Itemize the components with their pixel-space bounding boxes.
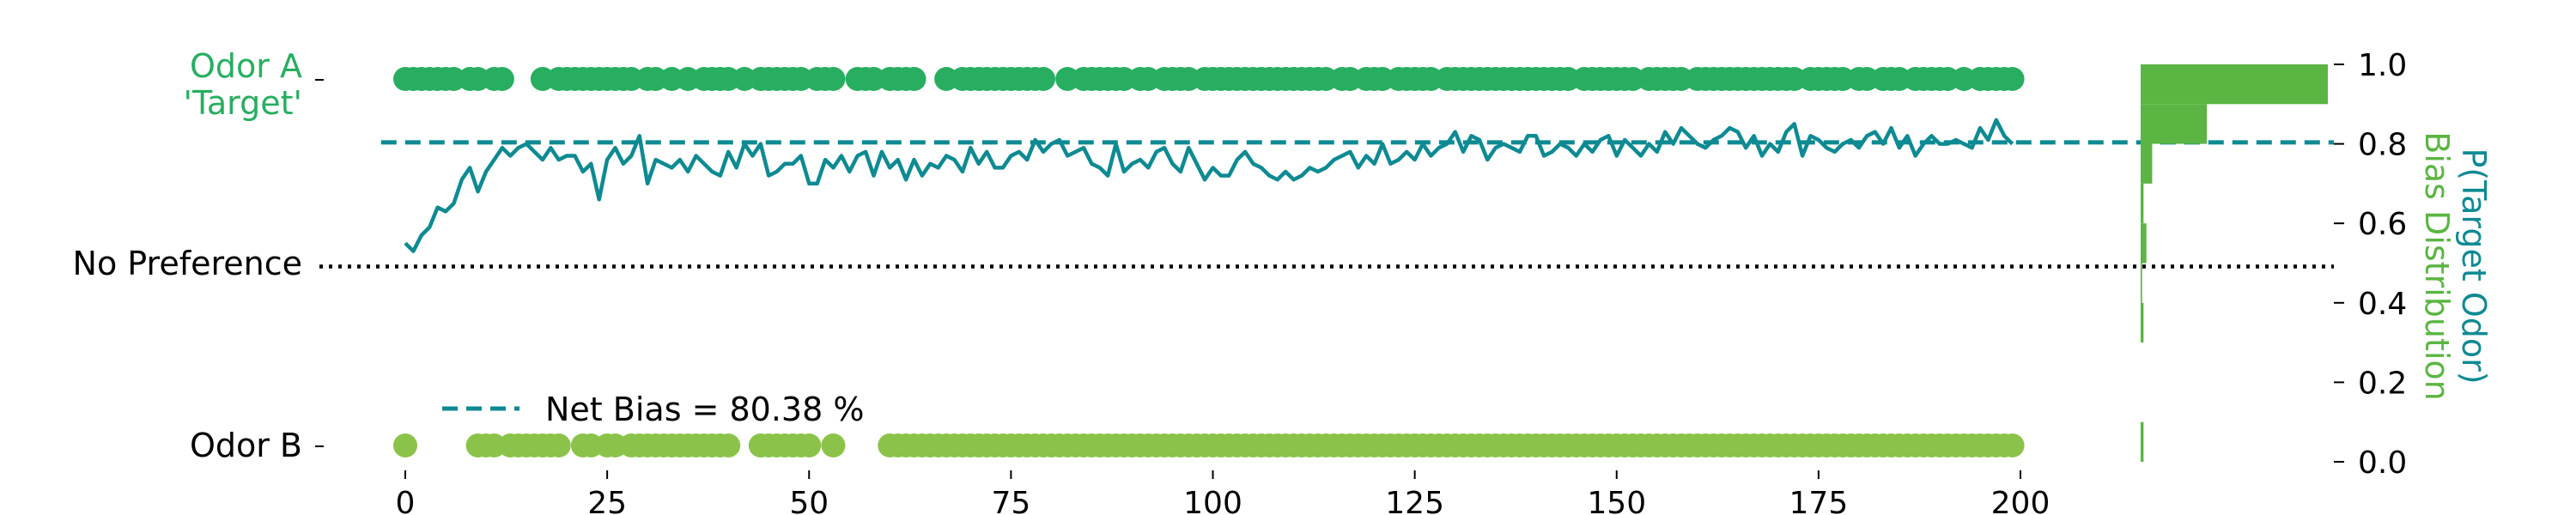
odor-b-trial-dot — [716, 433, 741, 457]
bias-histogram — [2141, 64, 2328, 462]
x-tick-label: 175 — [1789, 486, 1849, 515]
y-tick-label: 1.0 — [2358, 48, 2407, 83]
y-tick-label: 0.4 — [2358, 287, 2407, 322]
x-tick-label: 50 — [789, 486, 829, 515]
histogram-bar — [2141, 302, 2144, 343]
x-tick-label: 25 — [587, 486, 627, 515]
histogram-bar — [2141, 421, 2144, 462]
odor-a-trial-dot — [2000, 67, 2025, 91]
odor-a-trial-dot — [489, 67, 514, 91]
odor-a-trial-dot — [1030, 67, 1055, 91]
legend-net-bias: Net Bias = 80.38 % — [545, 391, 864, 428]
histogram-bar — [2141, 64, 2328, 105]
odor-a-target-label: 'Target' — [184, 84, 302, 122]
histogram-bar — [2141, 183, 2144, 224]
y-tick-label: 0.6 — [2358, 207, 2407, 242]
y-tick-label: 0.8 — [2358, 128, 2407, 163]
odor-a-label: Odor A — [190, 47, 302, 85]
x-tick-label: 75 — [991, 486, 1030, 515]
odor-b-trial-dots — [393, 433, 2025, 457]
right-y-axis: 0.0 0.2 0.4 0.6 0.8 1.0 — [2334, 48, 2407, 481]
histogram-bar — [2141, 263, 2142, 303]
odor-a-trial-dot — [821, 67, 846, 91]
histogram-bar — [2141, 143, 2153, 184]
odor-a-trial-dot — [902, 67, 927, 91]
odor-b-trial-dot — [546, 433, 571, 457]
x-axis: 0 25 50 75 100 125 150 175 200 — [396, 470, 2050, 515]
no-preference-label: No Preference — [73, 245, 302, 282]
odor-b-trial-dot — [393, 433, 417, 457]
x-tick-label: 150 — [1587, 486, 1646, 515]
y-tick-label: 0.0 — [2358, 445, 2407, 481]
x-tick-label: 100 — [1183, 486, 1242, 515]
histogram-bar — [2141, 223, 2147, 264]
histogram-bar — [2141, 104, 2208, 144]
bias-distribution-axis-title: Bias Distribution — [2418, 131, 2456, 400]
y-tick-label: 0.2 — [2358, 366, 2407, 401]
bias-trace-line — [404, 118, 2014, 253]
odor-b-trial-dot — [821, 433, 846, 457]
odor-a-trial-dots — [393, 67, 2025, 91]
x-tick-label: 200 — [1991, 486, 2050, 515]
x-tick-label: 125 — [1385, 486, 1444, 515]
odor-b-trial-dot — [797, 433, 822, 457]
odor-b-label: Odor B — [190, 427, 302, 464]
odor-b-trial-dot — [2000, 433, 2025, 457]
p-target-odor-axis-title: P(Target Odor) — [2455, 148, 2493, 384]
x-tick-label: 0 — [396, 486, 416, 515]
